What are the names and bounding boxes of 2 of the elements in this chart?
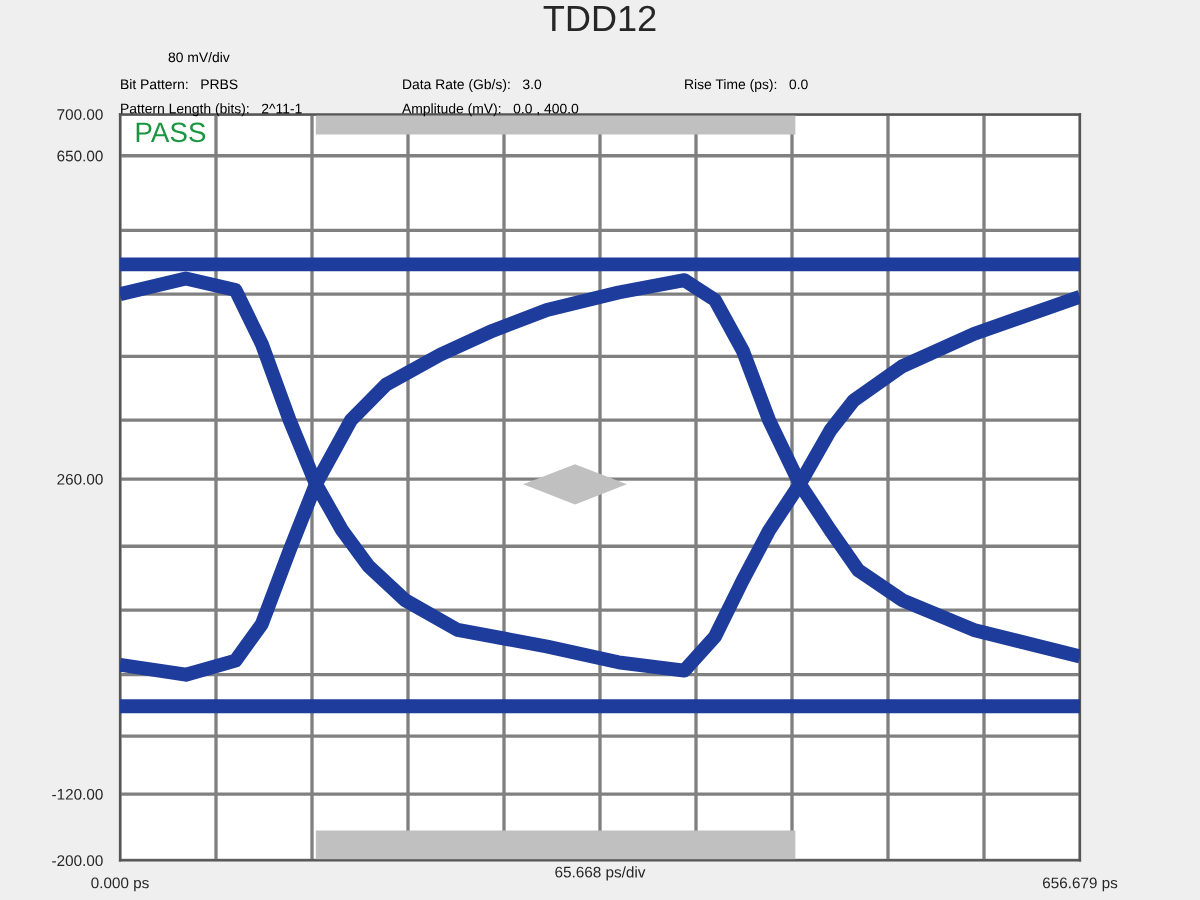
annotation: PASS [136, 122, 206, 143]
chart-title: TDD12 [543, 5, 656, 31]
